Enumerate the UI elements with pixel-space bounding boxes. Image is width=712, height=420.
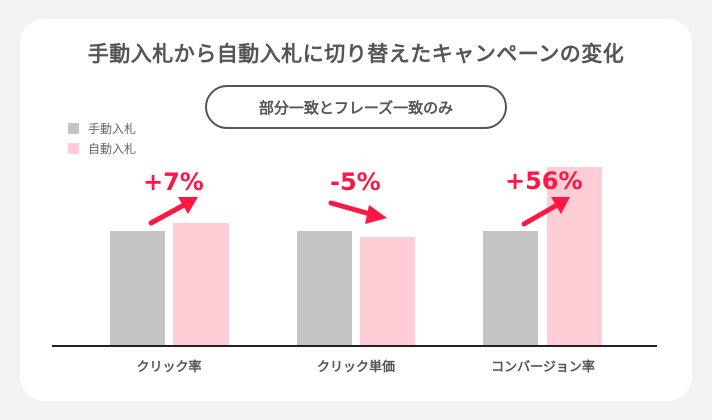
legend-label-manual: 手動入札	[88, 122, 137, 136]
x-label-cpc: クリック単価	[316, 360, 395, 375]
legend-swatch-manual	[68, 123, 79, 134]
bar-auto-cpc	[360, 237, 415, 345]
bar-manual-ctr	[110, 231, 165, 345]
delta-label-ctr: +7%	[143, 168, 204, 196]
chart-title: 手動入札から自動入札に切り替えたキャンペーンの変化	[87, 42, 625, 66]
legend-label-auto: 自動入札	[88, 142, 137, 156]
delta-label-cvr: +56%	[505, 167, 583, 195]
legend-item-auto: 自動入札	[68, 140, 136, 157]
x-axis-line	[52, 345, 657, 347]
bar-auto-cvr	[547, 167, 602, 345]
bar-manual-cpc	[297, 231, 352, 345]
subtitle-pill-label: 部分一致とフレーズ一致のみ	[258, 98, 454, 117]
bar-manual-cvr	[483, 231, 538, 345]
legend-swatch-auto	[68, 143, 79, 154]
legend-item-manual: 手動入札	[68, 120, 136, 137]
bar-auto-ctr	[173, 223, 229, 345]
delta-label-cpc: -5%	[330, 168, 381, 196]
x-label-cvr: コンバージョン率	[491, 360, 595, 375]
x-label-ctr: クリック率	[136, 360, 202, 375]
subtitle-pill: 部分一致とフレーズ一致のみ	[205, 85, 507, 129]
